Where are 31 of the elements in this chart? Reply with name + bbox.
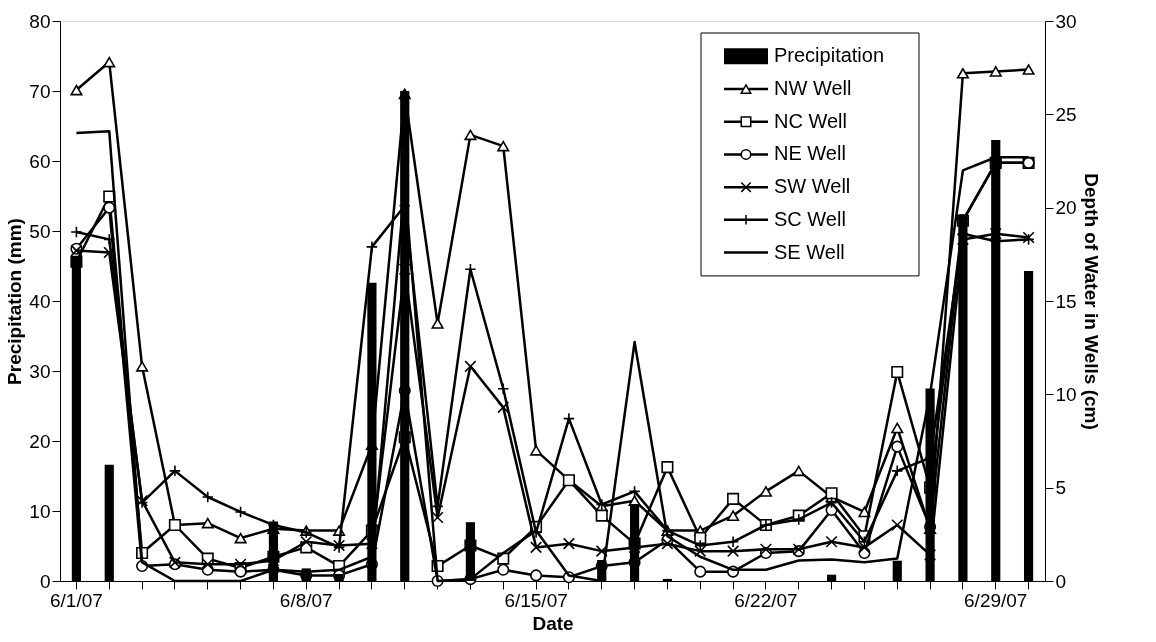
y-tick-label: 0	[39, 570, 51, 592]
y2-tick-label: 10	[1055, 383, 1077, 405]
y-tick-label: 30	[29, 360, 51, 382]
legend-label: SE Well	[774, 240, 845, 263]
y-tick-label: 10	[29, 500, 51, 522]
legend-label: SC Well	[774, 207, 846, 230]
x-tick-label: 6/29/07	[964, 589, 1028, 611]
legend-label: NC Well	[774, 109, 847, 132]
x-tick-label: 6/15/07	[504, 589, 568, 611]
legend-label: Precipitation	[774, 44, 885, 67]
y2-axis-title: Depth of Water in Wells (cm)	[1080, 173, 1102, 430]
x-axis-title: Date	[532, 612, 574, 634]
legend-label: NW Well	[774, 77, 852, 100]
y2-tick-label: 30	[1055, 10, 1077, 32]
y2-tick-label: 20	[1055, 197, 1077, 219]
y-tick-label: 70	[29, 80, 51, 102]
y-tick-label: 60	[29, 150, 51, 172]
x-tick-label: 6/1/07	[50, 589, 103, 611]
y-tick-label: 80	[29, 10, 51, 32]
y-tick-label: 40	[29, 290, 51, 312]
x-tick-label: 6/22/07	[734, 589, 798, 611]
legend-label: SW Well	[774, 175, 851, 198]
y2-tick-label: 0	[1055, 570, 1067, 592]
y-axis-title: Precipitation (mm)	[4, 218, 26, 385]
legend-label: NE Well	[774, 142, 846, 165]
y2-tick-label: 5	[1055, 477, 1067, 499]
y2-tick-label: 15	[1055, 290, 1077, 312]
x-tick-label: 6/8/07	[279, 589, 333, 611]
y-tick-label: 50	[29, 220, 51, 242]
y-tick-label: 20	[29, 430, 51, 452]
y2-tick-label: 25	[1055, 103, 1077, 125]
